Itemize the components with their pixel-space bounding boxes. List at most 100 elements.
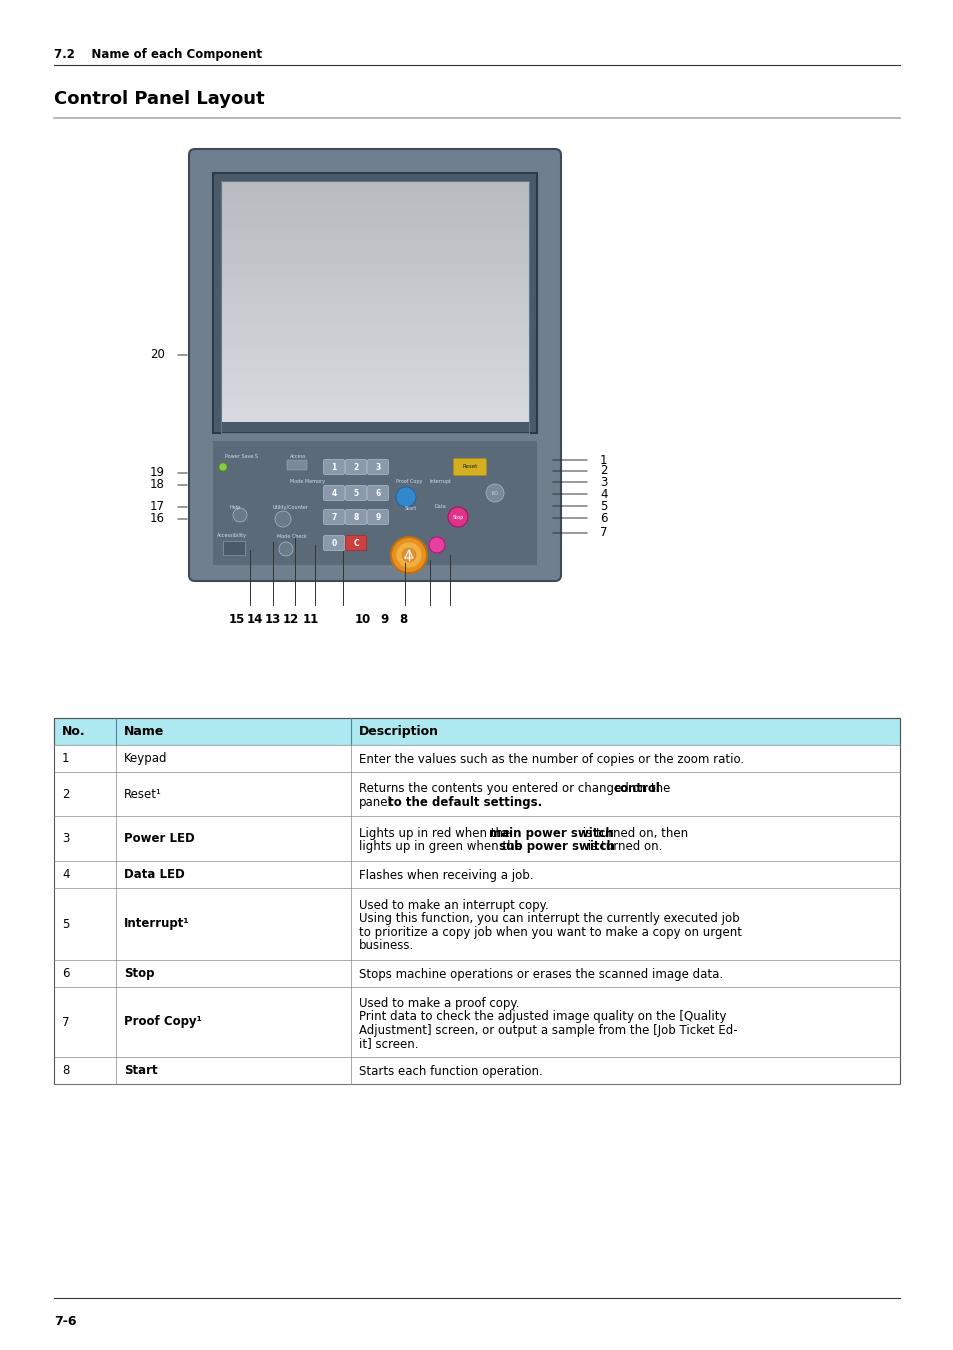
Text: 5: 5	[599, 500, 607, 513]
Text: Used to make a proof copy.: Used to make a proof copy.	[358, 996, 519, 1010]
Text: panel: panel	[358, 795, 392, 809]
Text: Description: Description	[358, 725, 438, 738]
FancyBboxPatch shape	[367, 486, 388, 501]
Circle shape	[485, 485, 503, 502]
Text: 20: 20	[150, 348, 165, 362]
Text: is turned on, then: is turned on, then	[578, 826, 687, 840]
FancyBboxPatch shape	[323, 486, 344, 501]
Circle shape	[219, 463, 227, 471]
Text: 1: 1	[599, 454, 607, 467]
Text: 17: 17	[150, 501, 165, 513]
Text: Start: Start	[124, 1064, 157, 1077]
FancyBboxPatch shape	[345, 486, 366, 501]
Text: 10: 10	[355, 613, 371, 626]
Bar	[221, 289, 529, 302]
Text: Start: Start	[405, 505, 416, 510]
Bar	[221, 242, 529, 254]
Text: 7: 7	[331, 513, 336, 521]
Text: 11: 11	[302, 613, 319, 626]
Text: is turned on.: is turned on.	[583, 840, 661, 853]
Text: Help: Help	[230, 505, 241, 510]
Circle shape	[274, 512, 291, 526]
Text: 4: 4	[331, 489, 336, 498]
Bar	[54, 718, 899, 1084]
Text: Stop: Stop	[124, 967, 154, 980]
Bar	[221, 181, 529, 194]
Text: 1: 1	[62, 752, 70, 765]
FancyBboxPatch shape	[323, 536, 344, 551]
Text: Power Save S: Power Save S	[225, 454, 257, 459]
FancyBboxPatch shape	[345, 536, 366, 551]
Text: 5: 5	[353, 489, 358, 498]
Circle shape	[278, 541, 293, 556]
Text: Access: Access	[290, 454, 306, 459]
Bar	[221, 265, 529, 278]
Text: Using this function, you can interrupt the currently executed job: Using this function, you can interrupt t…	[358, 913, 739, 925]
Bar	[54, 888, 899, 960]
Text: Utility/Counter: Utility/Counter	[273, 505, 309, 510]
Text: 2: 2	[353, 463, 358, 471]
Bar	[221, 193, 529, 207]
Text: Starts each function operation.: Starts each function operation.	[358, 1065, 542, 1079]
Text: 6: 6	[62, 967, 70, 980]
Text: Data: Data	[435, 505, 446, 509]
Text: 4: 4	[599, 487, 607, 501]
Text: 2: 2	[62, 787, 70, 801]
Text: 14: 14	[247, 613, 263, 626]
Text: Stops machine operations or erases the scanned image data.: Stops machine operations or erases the s…	[358, 968, 722, 981]
Text: business.: business.	[358, 940, 414, 952]
Text: to the default settings.: to the default settings.	[384, 795, 541, 809]
Text: 7-6: 7-6	[54, 1315, 76, 1328]
Text: 3: 3	[375, 463, 380, 471]
Bar	[221, 181, 529, 433]
Text: Accessibility: Accessibility	[216, 533, 247, 539]
Text: Mode Check: Mode Check	[276, 533, 307, 539]
Bar	[213, 173, 537, 433]
Text: C: C	[353, 539, 358, 548]
Text: Print data to check the adjusted image quality on the [Quality: Print data to check the adjusted image q…	[358, 1010, 726, 1023]
Text: Adjustment] screen, or output a sample from the [Job Ticket Ed-: Adjustment] screen, or output a sample f…	[358, 1023, 737, 1037]
Bar	[54, 1057, 899, 1084]
FancyBboxPatch shape	[367, 509, 388, 525]
Bar	[221, 385, 529, 398]
Text: No.: No.	[62, 725, 86, 738]
FancyBboxPatch shape	[323, 509, 344, 525]
Text: 18: 18	[150, 478, 165, 491]
Bar	[221, 252, 529, 266]
Text: lights up in green when the: lights up in green when the	[358, 840, 525, 853]
Bar	[221, 313, 529, 325]
Text: 8: 8	[62, 1064, 70, 1077]
Bar	[221, 325, 529, 338]
Text: 3: 3	[62, 832, 70, 845]
Text: 0: 0	[331, 539, 336, 548]
Text: Stop: Stop	[452, 514, 463, 520]
Text: 7: 7	[62, 1015, 70, 1029]
Text: Returns the contents you entered or changed on the: Returns the contents you entered or chan…	[358, 782, 674, 795]
Circle shape	[401, 548, 416, 562]
Text: 1: 1	[331, 463, 336, 471]
Text: Interrupt: Interrupt	[430, 479, 452, 485]
Text: Lights up in red when the: Lights up in red when the	[358, 826, 514, 840]
Bar	[221, 338, 529, 350]
FancyBboxPatch shape	[367, 459, 388, 474]
Text: Name: Name	[124, 725, 164, 738]
Text: 16: 16	[150, 513, 165, 525]
Text: 5: 5	[62, 918, 70, 930]
Bar	[213, 441, 537, 566]
Text: to prioritize a copy job when you want to make a copy on urgent: to prioritize a copy job when you want t…	[358, 926, 741, 938]
Bar	[54, 772, 899, 815]
Text: main power switch: main power switch	[489, 826, 613, 840]
FancyBboxPatch shape	[453, 459, 486, 475]
Bar	[221, 205, 529, 217]
Text: 15: 15	[229, 613, 245, 626]
Bar	[221, 350, 529, 362]
Bar	[54, 960, 899, 987]
Circle shape	[448, 508, 468, 526]
Text: Control Panel Layout: Control Panel Layout	[54, 90, 264, 108]
FancyBboxPatch shape	[345, 459, 366, 474]
Text: Power LED: Power LED	[124, 832, 194, 845]
Text: 6: 6	[375, 489, 380, 498]
Bar	[54, 861, 899, 888]
Bar	[221, 230, 529, 242]
FancyBboxPatch shape	[345, 509, 366, 525]
